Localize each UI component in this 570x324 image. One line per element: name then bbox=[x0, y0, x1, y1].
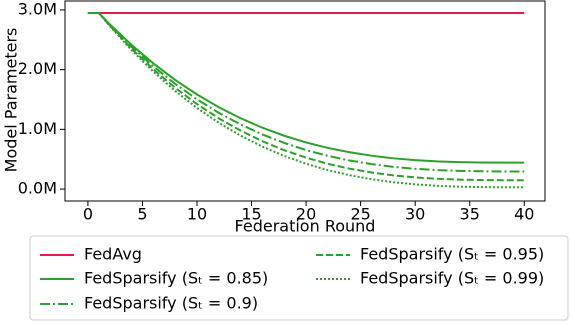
x-tick-label: 25 bbox=[350, 205, 370, 224]
x-tick-label: 30 bbox=[405, 205, 425, 224]
legend-label: FedSparsify (Sₜ = 0.9) bbox=[84, 294, 258, 313]
legend-label: FedSparsify (Sₜ = 0.99) bbox=[360, 269, 544, 288]
y-tick-label: 2.0M bbox=[18, 59, 57, 78]
x-tick-label: 40 bbox=[514, 205, 534, 224]
series-line bbox=[87, 11, 525, 182]
x-tick-label: 10 bbox=[187, 205, 207, 224]
x-tick-label: 35 bbox=[460, 205, 480, 224]
legend-label: FedSparsify (Sₜ = 0.85) bbox=[84, 269, 268, 288]
series-line bbox=[87, 11, 525, 173]
x-axis-label: Federation Round bbox=[235, 217, 376, 236]
legend-box bbox=[29, 235, 569, 321]
plot-frame bbox=[64, 0, 546, 202]
legend-label: FedSparsify (Sₜ = 0.95) bbox=[360, 245, 544, 264]
x-tick-label: 5 bbox=[137, 205, 147, 224]
y-tick-label: 1.0M bbox=[18, 119, 57, 138]
y-axis-label: Model Parameters bbox=[2, 28, 21, 173]
y-tick-label: 0.0M bbox=[18, 179, 57, 198]
legend-label: FedAvg bbox=[84, 245, 142, 264]
series-line bbox=[87, 11, 525, 164]
x-tick-label: 0 bbox=[83, 205, 93, 224]
x-tick-label: 15 bbox=[241, 205, 261, 224]
y-tick-label: 3.0M bbox=[18, 0, 57, 18]
x-tick-label: 20 bbox=[296, 205, 316, 224]
